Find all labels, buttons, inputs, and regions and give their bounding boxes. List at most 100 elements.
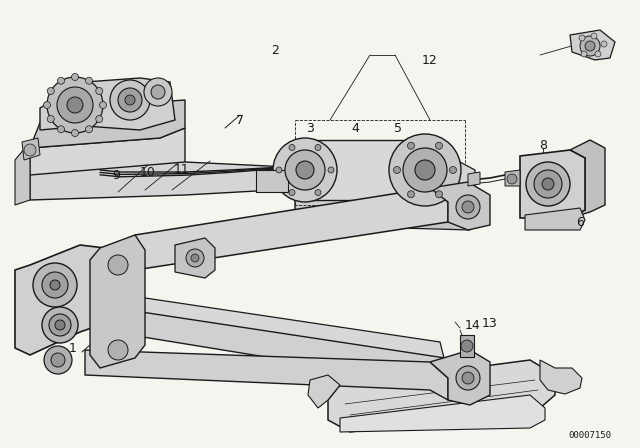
Circle shape (186, 249, 204, 267)
Text: 14: 14 (465, 319, 481, 332)
Polygon shape (570, 140, 605, 218)
Circle shape (585, 41, 595, 51)
Polygon shape (430, 182, 490, 230)
Polygon shape (540, 360, 582, 394)
Circle shape (285, 150, 325, 190)
Circle shape (394, 167, 401, 173)
Text: 1: 1 (69, 341, 77, 354)
Polygon shape (30, 162, 310, 200)
Polygon shape (30, 100, 185, 148)
Circle shape (58, 77, 65, 84)
Polygon shape (100, 308, 448, 385)
Text: 8: 8 (539, 138, 547, 151)
Circle shape (50, 280, 60, 290)
Circle shape (57, 87, 93, 123)
Circle shape (449, 167, 456, 173)
Polygon shape (40, 78, 175, 130)
Polygon shape (15, 148, 30, 205)
Circle shape (86, 126, 93, 133)
Polygon shape (425, 162, 475, 200)
Polygon shape (520, 150, 585, 218)
Circle shape (276, 167, 282, 173)
Circle shape (408, 142, 415, 149)
Circle shape (462, 201, 474, 213)
Circle shape (44, 346, 72, 374)
Circle shape (534, 170, 562, 198)
Polygon shape (328, 360, 555, 432)
Circle shape (86, 77, 93, 84)
Polygon shape (85, 292, 445, 368)
Polygon shape (15, 245, 115, 355)
Circle shape (47, 87, 54, 95)
Circle shape (47, 116, 54, 122)
Circle shape (591, 33, 597, 39)
Circle shape (296, 161, 314, 179)
Circle shape (389, 134, 461, 206)
Text: 00007150: 00007150 (568, 431, 611, 439)
Text: 9: 9 (112, 168, 120, 181)
Circle shape (595, 51, 601, 57)
Circle shape (191, 254, 199, 262)
Circle shape (526, 162, 570, 206)
Polygon shape (85, 350, 448, 400)
Circle shape (289, 190, 295, 195)
Circle shape (435, 191, 442, 198)
Circle shape (58, 126, 65, 133)
Circle shape (435, 142, 442, 149)
Circle shape (96, 116, 103, 122)
Bar (256, 170, 288, 192)
Circle shape (55, 320, 65, 330)
Circle shape (456, 366, 480, 390)
Circle shape (403, 148, 447, 192)
Polygon shape (468, 172, 480, 186)
Text: 13: 13 (482, 316, 498, 329)
Circle shape (108, 340, 128, 360)
Text: 10: 10 (140, 165, 156, 178)
Circle shape (507, 174, 517, 184)
Circle shape (44, 102, 51, 108)
Polygon shape (295, 200, 470, 230)
Circle shape (601, 41, 607, 47)
Polygon shape (22, 138, 40, 160)
Circle shape (461, 340, 473, 352)
Circle shape (108, 255, 128, 275)
Circle shape (49, 314, 71, 336)
Circle shape (542, 178, 554, 190)
Polygon shape (308, 375, 340, 408)
Text: 6: 6 (576, 215, 584, 228)
Polygon shape (430, 350, 490, 405)
Text: 11: 11 (174, 163, 190, 176)
Text: 7: 7 (236, 113, 244, 126)
Bar (460, 335, 474, 357)
Circle shape (125, 95, 135, 105)
Polygon shape (30, 128, 185, 196)
Polygon shape (120, 188, 448, 270)
Circle shape (315, 190, 321, 195)
Circle shape (42, 272, 68, 298)
Polygon shape (525, 208, 585, 230)
Circle shape (328, 167, 334, 173)
Circle shape (273, 138, 337, 202)
Circle shape (33, 263, 77, 307)
Circle shape (51, 353, 65, 367)
Circle shape (456, 195, 480, 219)
Circle shape (47, 77, 103, 133)
Circle shape (118, 88, 142, 112)
Circle shape (96, 87, 103, 95)
Text: 5: 5 (394, 121, 402, 134)
Circle shape (151, 85, 165, 99)
Text: 12: 12 (422, 53, 438, 66)
Polygon shape (90, 235, 145, 368)
Circle shape (462, 372, 474, 384)
Circle shape (72, 73, 79, 81)
Text: 4: 4 (351, 121, 359, 134)
Text: 3: 3 (306, 121, 314, 134)
Polygon shape (505, 170, 520, 186)
Polygon shape (340, 395, 545, 432)
Circle shape (580, 36, 600, 56)
Circle shape (579, 35, 585, 41)
Circle shape (144, 78, 172, 106)
Circle shape (24, 144, 36, 156)
Polygon shape (305, 140, 425, 200)
Circle shape (289, 145, 295, 151)
